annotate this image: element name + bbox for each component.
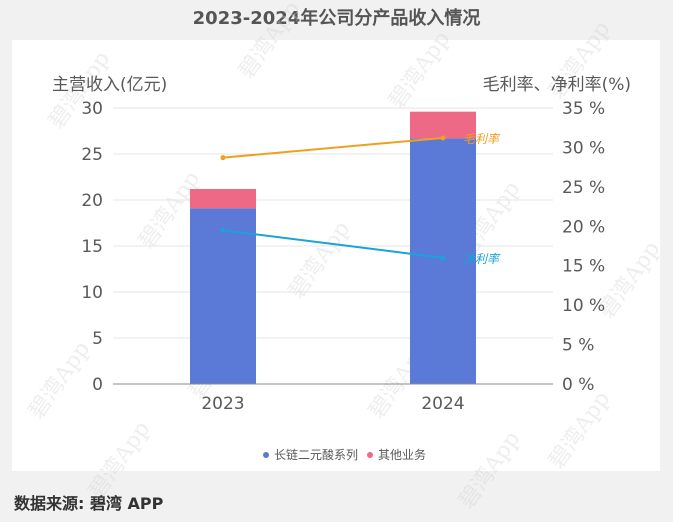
y2-tick-label: 15 % [562, 257, 605, 277]
y2-tick-label: 20 % [562, 217, 605, 237]
gross-margin-label: 毛利率 [463, 132, 501, 146]
y2-axis-title: 毛利率、净利率(%) [483, 75, 631, 95]
watermark-text: 碧湾App [234, 0, 305, 83]
net-margin-line [222, 229, 444, 259]
x-tick-label: 2024 [421, 394, 464, 414]
watermark-text: 碧湾App [24, 337, 95, 423]
net-margin-label: 净利率 [463, 252, 501, 266]
y2-tick-label: 0 % [562, 375, 594, 395]
watermark-text: 碧湾App [454, 427, 525, 513]
y-tick-label: 25 [81, 145, 103, 165]
y-tick-label: 30 [81, 99, 103, 119]
y-tick-label: 0 [92, 375, 103, 395]
bar-other-series [410, 111, 476, 139]
legend-label-main: 长链二元酸系列 [274, 447, 358, 462]
y-tick-label: 15 [81, 237, 103, 257]
y2-tick-label: 10 % [562, 296, 605, 316]
y-tick-label: 5 [92, 329, 103, 349]
y-tick-label: 10 [81, 283, 103, 303]
legend-marker-other [367, 452, 373, 458]
y2-tick-label: 5 % [562, 336, 594, 356]
bar-main-series [410, 138, 476, 384]
gross-margin-point [220, 155, 226, 161]
y-axis-title: 主营收入(亿元) [52, 75, 167, 95]
bar-main-series [190, 208, 256, 384]
y2-tick-label: 35 % [562, 99, 605, 119]
chart-panel [12, 40, 660, 471]
watermark-text: 碧湾App [284, 217, 355, 303]
y2-tick-label: 30 % [562, 138, 605, 158]
x-tick-label: 2023 [201, 394, 244, 414]
gross-margin-point [440, 135, 446, 141]
watermark-text: 碧湾App [544, 387, 615, 473]
gross-margin-line [222, 136, 444, 159]
y-tick-label: 20 [81, 191, 103, 211]
y2-tick-label: 25 % [562, 178, 605, 198]
chart-title: 2023-2024年公司分产品收入情况 [192, 8, 481, 29]
bar-other-series [190, 188, 256, 209]
net-margin-point [220, 227, 226, 233]
net-margin-point [440, 255, 446, 261]
legend-label-other: 其他业务 [378, 447, 426, 462]
watermark-text: 碧湾App [384, 27, 455, 113]
data-source: 数据来源: 碧湾 APP [14, 494, 164, 513]
legend-marker-main [263, 452, 269, 458]
